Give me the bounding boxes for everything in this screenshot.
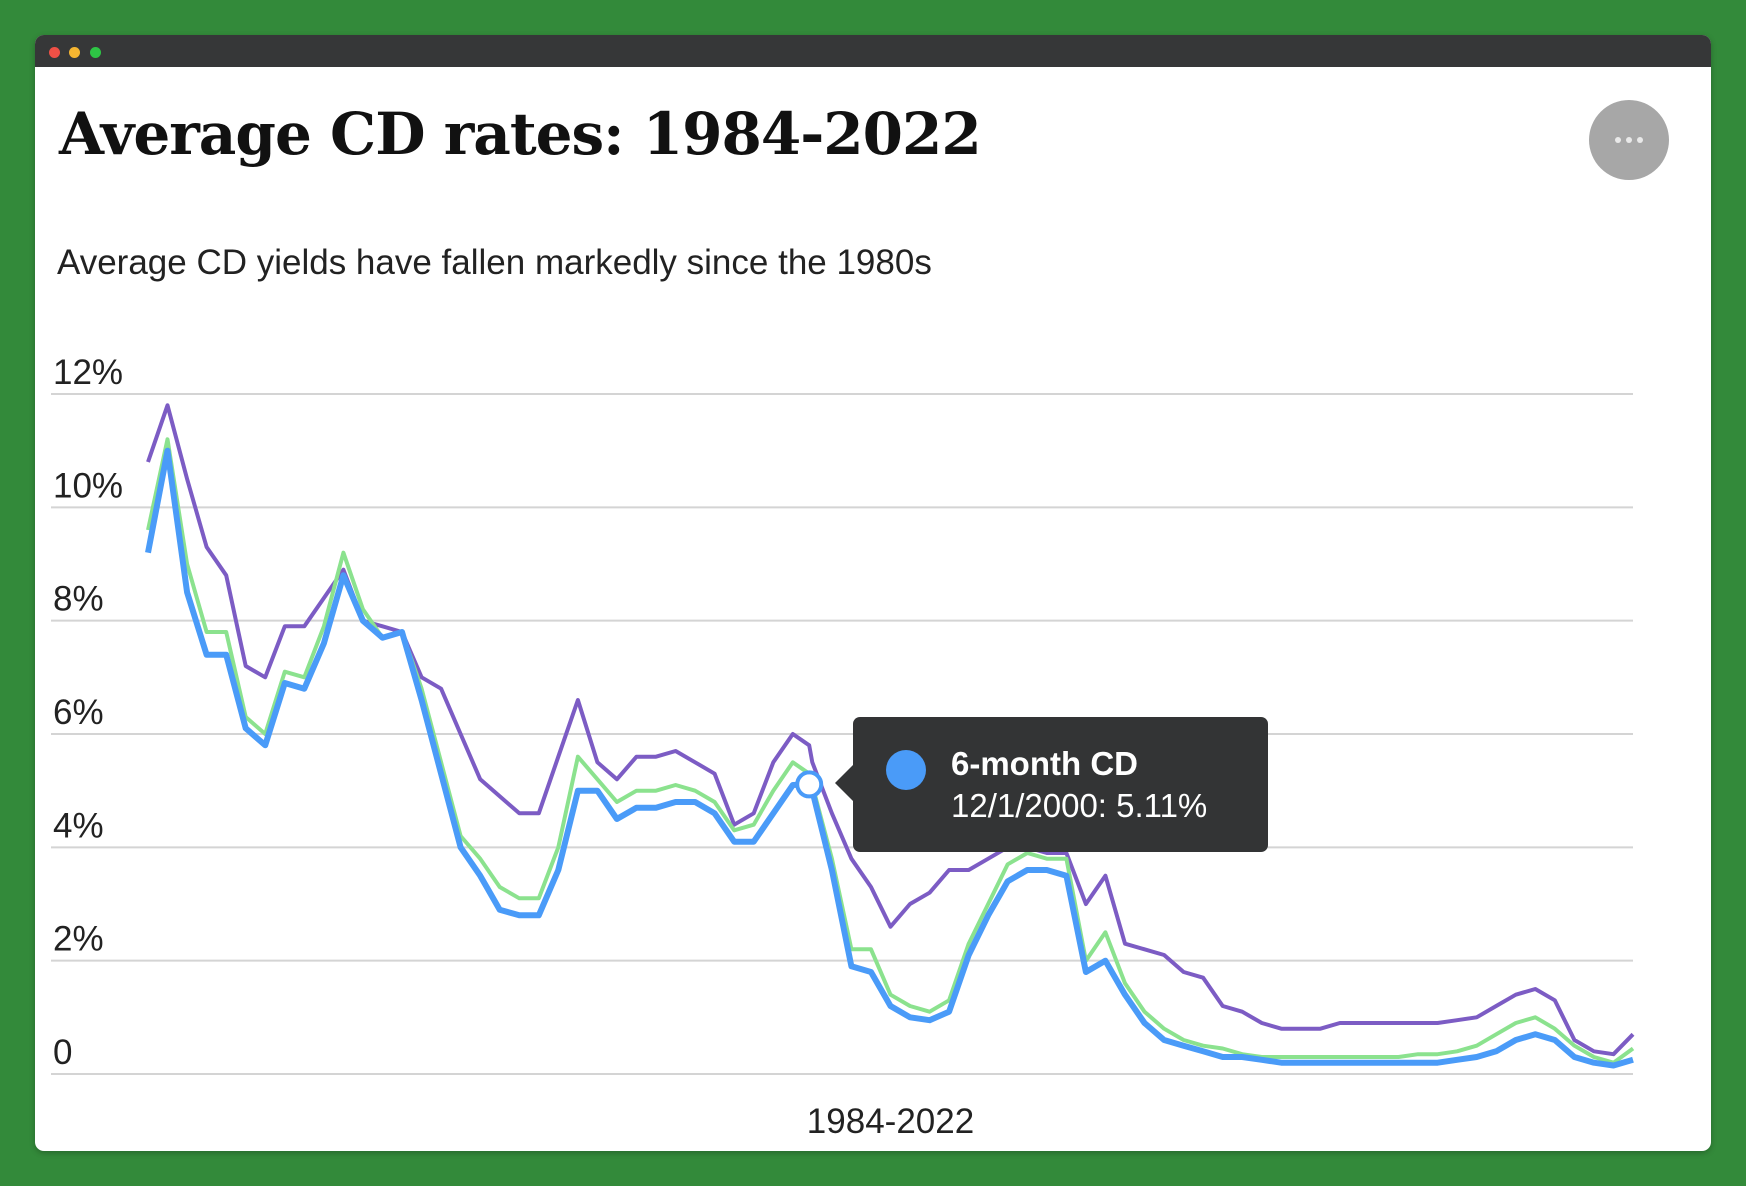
maximize-window-button[interactable] <box>90 47 101 58</box>
tooltip-series-name: 6-month CD <box>951 745 1138 782</box>
minimize-window-button[interactable] <box>69 47 80 58</box>
window-titlebar <box>35 35 1711 67</box>
chart-title: Average CD rates: 1984-2022 <box>59 100 982 168</box>
series-color-swatch <box>886 750 926 790</box>
app-window: Average CD rates: 1984-2022 Average CD y… <box>35 35 1711 1151</box>
tooltip-value: 12/1/2000: 5.11% <box>951 787 1208 824</box>
close-window-button[interactable] <box>49 47 60 58</box>
y-tick-label: 4% <box>53 806 104 845</box>
y-tick-label: 10% <box>53 466 123 505</box>
y-tick-label: 2% <box>53 920 104 959</box>
chart-subtitle: Average CD yields have fallen markedly s… <box>57 243 932 282</box>
data-tooltip: 6-month CD 12/1/2000: 5.11% <box>835 717 1268 852</box>
y-tick-label: 8% <box>53 580 104 619</box>
ellipsis-icon <box>1615 137 1643 143</box>
highlighted-point[interactable] <box>795 770 824 799</box>
y-tick-label: 12% <box>53 353 123 392</box>
more-options-button[interactable] <box>1589 100 1669 180</box>
y-tick-label: 6% <box>53 693 104 732</box>
chart-card: Average CD rates: 1984-2022 Average CD y… <box>35 67 1711 1151</box>
line-chart[interactable]: 0 2% 4% 6% 8% 10% 12% 1984-2022 <box>35 67 1711 1151</box>
x-axis-label: 1984-2022 <box>807 1102 974 1141</box>
y-tick-label: 0 <box>53 1033 72 1072</box>
series-line[interactable] <box>145 447 1634 1069</box>
